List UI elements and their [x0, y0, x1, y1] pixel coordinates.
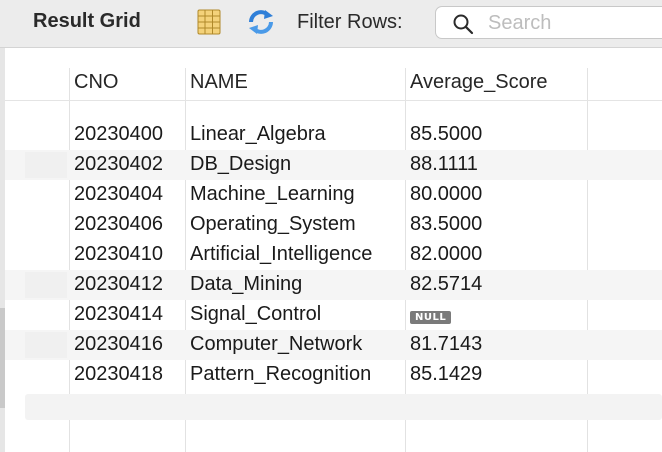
- table-row[interactable]: 20230414 Signal_Control NULL: [5, 300, 662, 330]
- row-header[interactable]: [25, 182, 67, 208]
- null-badge: NULL: [410, 311, 452, 324]
- cell-cno[interactable]: 20230414: [74, 303, 163, 325]
- filter-rows-label: Filter Rows:: [297, 11, 403, 33]
- cell-name[interactable]: Linear_Algebra: [190, 123, 326, 145]
- row-header[interactable]: [25, 212, 67, 238]
- row-header[interactable]: [25, 332, 67, 358]
- cell-cno[interactable]: 20230410: [74, 243, 163, 265]
- table-row[interactable]: 20230412 Data_Mining 82.5714: [5, 270, 662, 300]
- table-row[interactable]: 20230404 Machine_Learning 80.0000: [5, 180, 662, 210]
- cell-name[interactable]: Operating_System: [190, 213, 356, 235]
- result-grid-title: Result Grid: [33, 10, 141, 32]
- cell-cno[interactable]: 20230412: [74, 273, 163, 295]
- cell-average-score[interactable]: 88.1111: [410, 153, 478, 175]
- cell-average-score[interactable]: 81.7143: [410, 333, 483, 355]
- column-divider: [185, 68, 186, 452]
- row-header[interactable]: [25, 302, 67, 328]
- column-divider: [587, 68, 588, 452]
- grid-view-icon[interactable]: [195, 8, 223, 36]
- left-edge-shade: [0, 308, 5, 408]
- column-header-average-score[interactable]: Average_Score: [410, 71, 548, 93]
- cell-cno[interactable]: 20230416: [74, 333, 163, 355]
- cell-cno[interactable]: 20230404: [74, 183, 163, 205]
- cell-cno[interactable]: 20230402: [74, 153, 163, 175]
- row-header[interactable]: [25, 272, 67, 298]
- search-input[interactable]: [488, 10, 658, 36]
- column-header-name[interactable]: NAME: [190, 71, 248, 93]
- row-header[interactable]: [25, 362, 67, 388]
- cell-average-score[interactable]: 85.5000: [410, 123, 483, 145]
- left-edge-bar: [0, 48, 5, 452]
- row-header[interactable]: [25, 242, 67, 268]
- cell-cno[interactable]: 20230400: [74, 123, 163, 145]
- column-header-cno[interactable]: CNO: [74, 71, 119, 93]
- cell-name[interactable]: Machine_Learning: [190, 183, 355, 205]
- cell-average-score[interactable]: 85.1429: [410, 363, 483, 385]
- search-box[interactable]: [435, 6, 662, 39]
- cell-average-score[interactable]: 82.5714: [410, 273, 483, 295]
- table-row[interactable]: 20230402 DB_Design 88.1111: [5, 150, 662, 180]
- table-row[interactable]: 20230418 Pattern_Recognition 85.1429: [5, 360, 662, 390]
- cell-cno[interactable]: 20230418: [74, 363, 163, 385]
- table-row[interactable]: 20230400 Linear_Algebra 85.5000: [5, 120, 662, 150]
- result-grid: CNO NAME Average_Score 20230400 Linear_A…: [5, 48, 662, 452]
- row-header[interactable]: [25, 122, 67, 148]
- table-row[interactable]: 20230416 Computer_Network 81.7143: [5, 330, 662, 360]
- cell-cno[interactable]: 20230406: [74, 213, 163, 235]
- column-divider: [69, 68, 70, 452]
- cell-name[interactable]: Artificial_Intelligence: [190, 243, 373, 265]
- cell-average-score[interactable]: 80.0000: [410, 183, 483, 205]
- table-row[interactable]: 20230406 Operating_System 83.5000: [5, 210, 662, 240]
- result-toolbar: Result Grid Filter Rows:: [0, 0, 662, 48]
- cell-average-score[interactable]: 83.5000: [410, 213, 483, 235]
- cell-name[interactable]: Data_Mining: [190, 273, 303, 295]
- column-divider: [405, 68, 406, 452]
- cell-average-score[interactable]: NULL: [410, 303, 452, 326]
- cell-name[interactable]: Computer_Network: [190, 333, 363, 355]
- table-row[interactable]: 20230410 Artificial_Intelligence 82.0000: [5, 240, 662, 270]
- row-header[interactable]: [25, 152, 67, 178]
- refresh-icon[interactable]: [246, 8, 274, 36]
- search-icon: [452, 13, 474, 35]
- cell-average-score[interactable]: 82.0000: [410, 243, 483, 265]
- grid-header: CNO NAME Average_Score: [5, 68, 662, 101]
- cell-name[interactable]: Pattern_Recognition: [190, 363, 372, 385]
- cell-name[interactable]: Signal_Control: [190, 303, 322, 325]
- new-row-placeholder[interactable]: [25, 394, 662, 420]
- cell-name[interactable]: DB_Design: [190, 153, 292, 175]
